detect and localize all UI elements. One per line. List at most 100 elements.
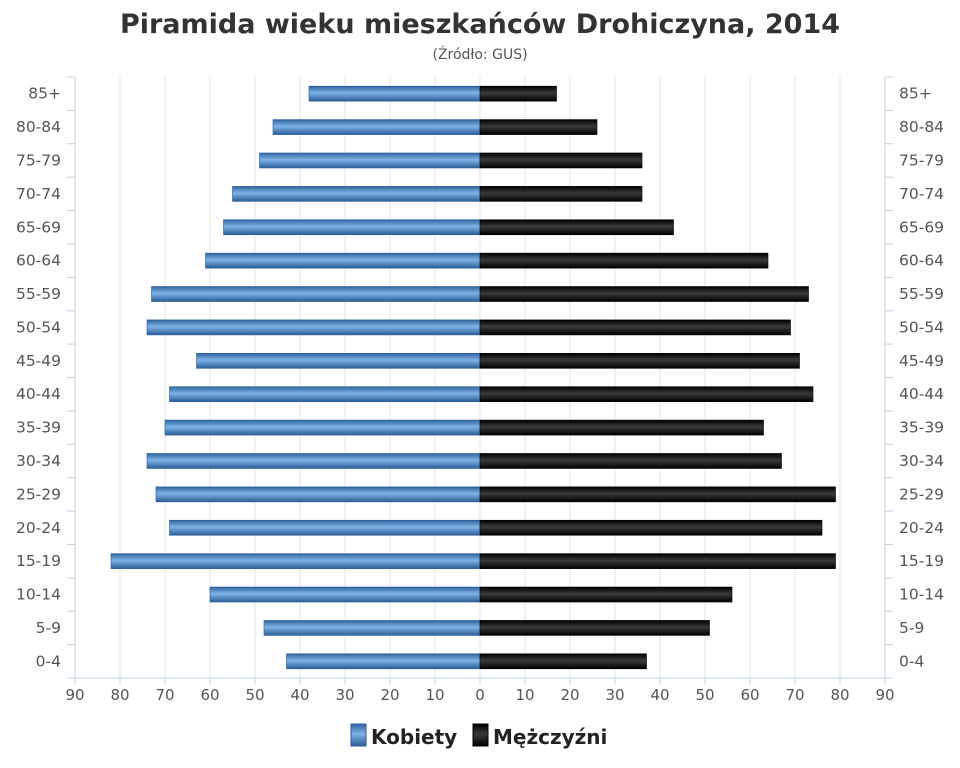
category-label-right: 10-14 bbox=[899, 586, 944, 604]
category-label-right: 75-79 bbox=[899, 151, 944, 169]
x-tick-label: 0 bbox=[475, 686, 485, 704]
legend-swatch-kobiety bbox=[350, 723, 367, 747]
category-label-left: 60-64 bbox=[16, 252, 61, 270]
category-label-right: 85+ bbox=[899, 85, 932, 103]
category-label-left: 35-39 bbox=[16, 419, 61, 437]
x-tick-label: 20 bbox=[560, 686, 579, 704]
bar-mezczyzni bbox=[479, 419, 764, 436]
category-label-left: 50-54 bbox=[16, 318, 61, 336]
x-tick-label: 90 bbox=[65, 686, 84, 704]
bars bbox=[110, 85, 836, 670]
category-label-right: 40-44 bbox=[899, 385, 944, 403]
category-label-left: 55-59 bbox=[16, 285, 61, 303]
bar-mezczyzni bbox=[479, 219, 674, 236]
bar-kobiety bbox=[209, 586, 481, 603]
bar-kobiety bbox=[169, 386, 481, 402]
bar-mezczyzni bbox=[479, 319, 791, 336]
bar-kobiety bbox=[205, 252, 481, 269]
bar-kobiety bbox=[155, 486, 481, 503]
category-label-right: 60-64 bbox=[899, 252, 944, 270]
bar-kobiety bbox=[272, 119, 481, 135]
bar-mezczyzni bbox=[479, 553, 836, 569]
bar-mezczyzni bbox=[479, 152, 643, 169]
x-tick-label: 20 bbox=[380, 686, 399, 704]
bar-kobiety bbox=[232, 186, 481, 202]
bar-mezczyzni bbox=[479, 653, 647, 670]
x-tick-label: 40 bbox=[650, 686, 669, 704]
legend-label-kobiety: Kobiety bbox=[371, 725, 457, 749]
bar-mezczyzni bbox=[479, 85, 557, 102]
x-tick-label: 30 bbox=[605, 686, 624, 704]
category-label-left: 40-44 bbox=[16, 385, 61, 403]
category-label-right: 0-4 bbox=[899, 652, 924, 670]
x-tick-label: 10 bbox=[425, 686, 444, 704]
category-label-right: 35-39 bbox=[899, 419, 944, 437]
x-tick-label: 30 bbox=[335, 686, 354, 704]
chart-title: Piramida wieku mieszkańców Drohiczyna, 2… bbox=[120, 9, 840, 40]
category-label-left: 20-24 bbox=[16, 519, 61, 537]
bar-mezczyzni bbox=[479, 486, 836, 503]
bar-kobiety bbox=[259, 152, 481, 169]
bar-mezczyzni bbox=[479, 620, 710, 636]
bar-kobiety bbox=[308, 85, 481, 102]
bar-kobiety bbox=[286, 653, 481, 670]
category-label-left: 5-9 bbox=[36, 619, 61, 637]
gridlines bbox=[74, 77, 886, 678]
category-label-right: 50-54 bbox=[899, 318, 944, 336]
category-label-left: 70-74 bbox=[16, 185, 61, 203]
legend-swatch-mezczyzni bbox=[472, 723, 489, 747]
category-label-left: 25-29 bbox=[16, 485, 61, 503]
category-label-right: 70-74 bbox=[899, 185, 944, 203]
legend: Kobiety Mężczyźni bbox=[350, 723, 607, 749]
bar-mezczyzni bbox=[479, 119, 598, 135]
category-label-right: 30-34 bbox=[899, 452, 944, 470]
bar-mezczyzni bbox=[479, 519, 823, 536]
x-tick-label: 50 bbox=[245, 686, 264, 704]
category-label-right: 5-9 bbox=[899, 619, 924, 637]
x-tick-label: 70 bbox=[155, 686, 174, 704]
bar-mezczyzni bbox=[479, 286, 809, 302]
category-label-left: 30-34 bbox=[16, 452, 61, 470]
bar-mezczyzni bbox=[479, 453, 782, 469]
bar-kobiety bbox=[151, 286, 481, 302]
bar-kobiety bbox=[164, 419, 481, 436]
x-tick-label: 90 bbox=[875, 686, 894, 704]
category-label-right: 25-29 bbox=[899, 485, 944, 503]
category-label-right: 45-49 bbox=[899, 352, 944, 370]
category-label-left: 80-84 bbox=[16, 118, 61, 136]
chart-subtitle: (Źródło: GUS) bbox=[432, 45, 527, 63]
bar-mezczyzni bbox=[479, 186, 643, 202]
x-tick-label: 60 bbox=[740, 686, 759, 704]
bar-mezczyzni bbox=[479, 353, 800, 369]
x-tick-label: 80 bbox=[830, 686, 849, 704]
axes bbox=[67, 76, 893, 684]
x-tick-labels: 90 80 70 60 50 40 30 20 10 0 10 20 30 40 50 60 70 80 90 bbox=[65, 686, 894, 704]
category-label-left: 10-14 bbox=[16, 586, 61, 604]
x-tick-label: 50 bbox=[695, 686, 714, 704]
category-label-left: 85+ bbox=[28, 85, 61, 103]
category-label-left: 15-19 bbox=[16, 552, 61, 570]
x-tick-label: 60 bbox=[200, 686, 219, 704]
bar-kobiety bbox=[263, 620, 481, 636]
bar-mezczyzni bbox=[479, 386, 814, 402]
category-label-right: 15-19 bbox=[899, 552, 944, 570]
bar-kobiety bbox=[169, 519, 481, 536]
legend-label-mezczyzni: Mężczyźni bbox=[493, 725, 607, 749]
x-tick-label: 10 bbox=[515, 686, 534, 704]
category-label-right: 65-69 bbox=[899, 218, 944, 236]
bar-kobiety bbox=[146, 319, 481, 336]
x-tick-label: 40 bbox=[290, 686, 309, 704]
bar-mezczyzni bbox=[479, 586, 733, 603]
bar-mezczyzni bbox=[479, 252, 769, 269]
category-label-left: 45-49 bbox=[16, 352, 61, 370]
x-tick-label: 70 bbox=[785, 686, 804, 704]
category-labels: 85+ 85+ 80-84 80-84 75-79 75-79 70-74 70-74 65-6… bbox=[16, 85, 944, 671]
category-label-right: 20-24 bbox=[899, 519, 944, 537]
category-label-right: 55-59 bbox=[899, 285, 944, 303]
category-label-right: 80-84 bbox=[899, 118, 944, 136]
bar-kobiety bbox=[110, 553, 481, 569]
bar-kobiety bbox=[146, 453, 481, 469]
bar-kobiety bbox=[196, 353, 481, 369]
category-label-left: 0-4 bbox=[36, 652, 61, 670]
